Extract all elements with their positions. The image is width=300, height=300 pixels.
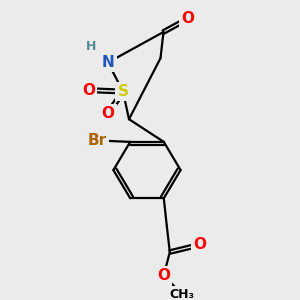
Text: N: N [102,55,114,70]
Text: O: O [101,106,115,121]
Text: S: S [118,84,128,99]
Text: O: O [193,237,206,252]
Text: CH₃: CH₃ [169,288,194,300]
Text: Br: Br [88,133,107,148]
Text: H: H [86,40,97,53]
Text: O: O [181,11,194,26]
Text: O: O [157,268,170,283]
Text: O: O [82,82,95,98]
